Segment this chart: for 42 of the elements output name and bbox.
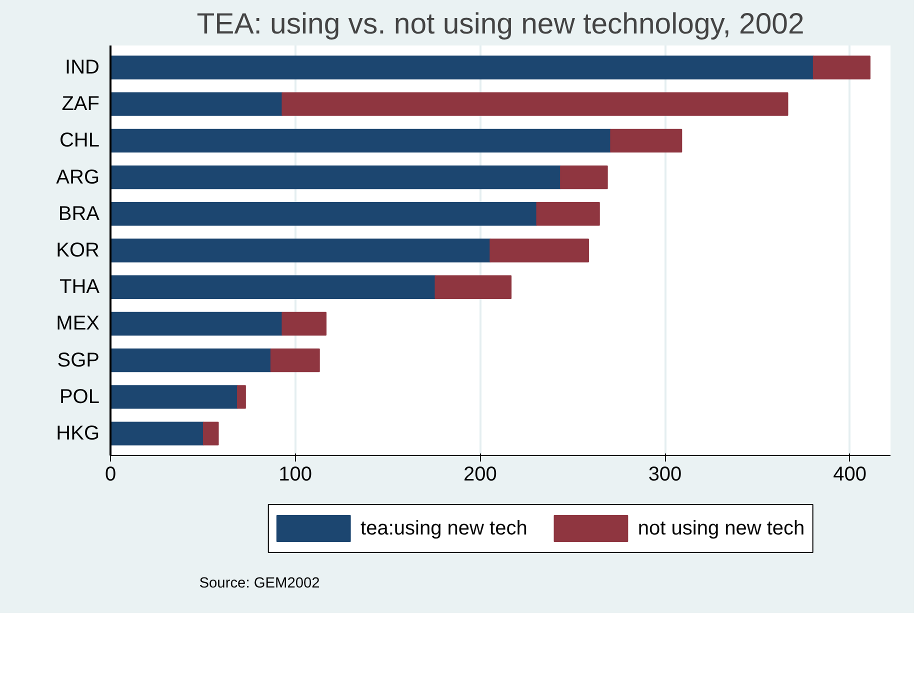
y-tick-label: IND [65, 56, 100, 78]
chart-title: TEA: using vs. not using new technology, 2002 [196, 8, 804, 40]
y-tick-label: HKG [56, 422, 100, 445]
bar [110, 312, 283, 336]
bar [270, 348, 320, 372]
bar [110, 202, 538, 226]
y-tick-label: ARG [56, 166, 100, 188]
legend-label: tea:using new tech [360, 518, 528, 540]
bar [110, 348, 272, 372]
bar [110, 275, 436, 299]
bar [536, 202, 600, 226]
bar [110, 56, 814, 80]
bar [610, 128, 682, 153]
bar [110, 385, 238, 409]
bar [812, 56, 870, 80]
bar [110, 128, 612, 153]
y-tick-label: POL [59, 386, 100, 408]
x-tick-label: 300 [648, 464, 682, 486]
x-tick-label: 100 [278, 464, 312, 486]
bar [236, 385, 246, 409]
source-note: Source: GEM2002 [199, 576, 320, 592]
x-tick-label: 400 [833, 464, 867, 486]
bar [202, 422, 219, 446]
x-tick-label: 200 [463, 464, 497, 486]
bar [560, 165, 608, 190]
y-tick-label: BRA [58, 202, 100, 225]
y-tick-label: ZAF [62, 93, 100, 116]
y-tick-label: THA [60, 276, 100, 298]
x-tick-label: 0 [104, 464, 116, 486]
y-tick-label: MEX [56, 312, 100, 335]
y-tick-label: KOR [56, 240, 100, 262]
bar [490, 238, 589, 262]
y-tick-label: SGP [57, 349, 100, 372]
bar [110, 92, 283, 116]
bar [110, 422, 204, 446]
legend-label: not using new tech [638, 518, 805, 540]
y-tick-label: CHL [59, 130, 100, 152]
bar [434, 275, 512, 299]
bar [110, 165, 562, 190]
bar [282, 92, 788, 116]
bar [110, 238, 491, 262]
bar [282, 312, 327, 336]
